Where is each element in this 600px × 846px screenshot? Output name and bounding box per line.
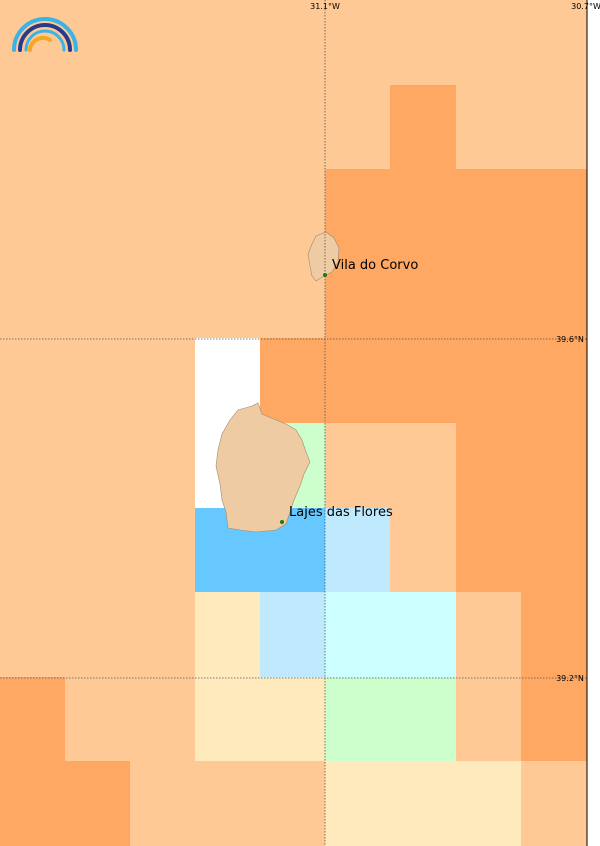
grid-cell [521,338,587,423]
grid-cell [521,761,587,846]
grid-cell [390,508,456,592]
grid-cell [260,592,325,677]
grid-cell [195,761,260,846]
grid-cell [0,592,65,677]
grid-cell [390,423,456,508]
lon-label: 30.7°W [571,2,600,11]
grid-cell [325,0,390,85]
grid-cell [390,254,456,338]
grid-cell [195,677,260,761]
grid-cell [521,85,587,169]
grid-cell [130,761,195,846]
place-marker [280,520,284,524]
grid-cell [130,592,195,677]
grid-cell [390,338,456,423]
grid-cell [65,85,130,169]
grid-cell [390,85,456,169]
grid-cell [130,677,195,761]
grid-cell [65,254,130,338]
grid-cell [456,169,521,254]
grid-cell [65,677,130,761]
grid-cell [0,254,65,338]
grid-cell [456,592,521,677]
place-marker [323,273,327,277]
place-label: Vila do Corvo [332,258,418,273]
grid-cell [325,508,390,592]
grid-cell [65,592,130,677]
grid-cell [0,85,65,169]
grid-cell [130,0,195,85]
grid-cell [521,423,587,508]
grid-cell [65,761,130,846]
logo [12,17,78,52]
grid-cell [130,169,195,254]
grid-cell [456,338,521,423]
grid-cell [130,338,195,423]
grid-cell [65,169,130,254]
grid-cell [456,254,521,338]
grid-cell [325,423,390,508]
grid-cell [65,338,130,423]
grid-cell [456,85,521,169]
grid-cell [195,254,260,338]
grid-cell [325,761,390,846]
grid-cell [390,677,456,761]
flores-island [215,402,311,533]
grid-cell [390,592,456,677]
grid-cell [390,0,456,85]
grid-cell [456,761,521,846]
grid-cell [130,254,195,338]
grid-cell [325,338,390,423]
lat-label: 39.6°N [556,335,584,344]
grid-cell [130,423,195,508]
grid-cell [0,761,65,846]
grid-cell [325,254,390,338]
grid-cell [65,423,130,508]
grid-cell [521,677,587,761]
grid-cell [521,508,587,592]
grid-cell [195,169,260,254]
grid-cell [260,338,325,423]
grid-cell [521,254,587,338]
lat-label: 39.2°N [556,674,584,683]
grid-cell [130,85,195,169]
grid-cell [0,423,65,508]
grid-cell [130,508,195,592]
grid-cell [0,169,65,254]
grid-cell [0,677,65,761]
grid-cell [456,0,521,85]
grid-cells [0,0,587,846]
grid-cell [195,0,260,85]
grid-cell [260,677,325,761]
grid-cell [0,508,65,592]
grid-cell [325,85,390,169]
grid-cell [390,169,456,254]
grid-cell [65,508,130,592]
grid-cell [260,0,325,85]
grid-cell [195,592,260,677]
grid-cell [325,592,390,677]
grid-cell [456,677,521,761]
grid-cell [325,677,390,761]
grid-cell [195,85,260,169]
lon-label: 31.1°W [310,2,340,11]
grid-cell [456,508,521,592]
grid-cell [456,423,521,508]
grid-cell [0,338,65,423]
grid-cell [260,761,325,846]
grid-cell [325,169,390,254]
grid-cell [521,169,587,254]
grid-cell [390,761,456,846]
grid-cell [521,0,587,85]
place-label: Lajes das Flores [289,505,393,520]
grid-cell [521,592,587,677]
grid-cell [260,85,325,169]
